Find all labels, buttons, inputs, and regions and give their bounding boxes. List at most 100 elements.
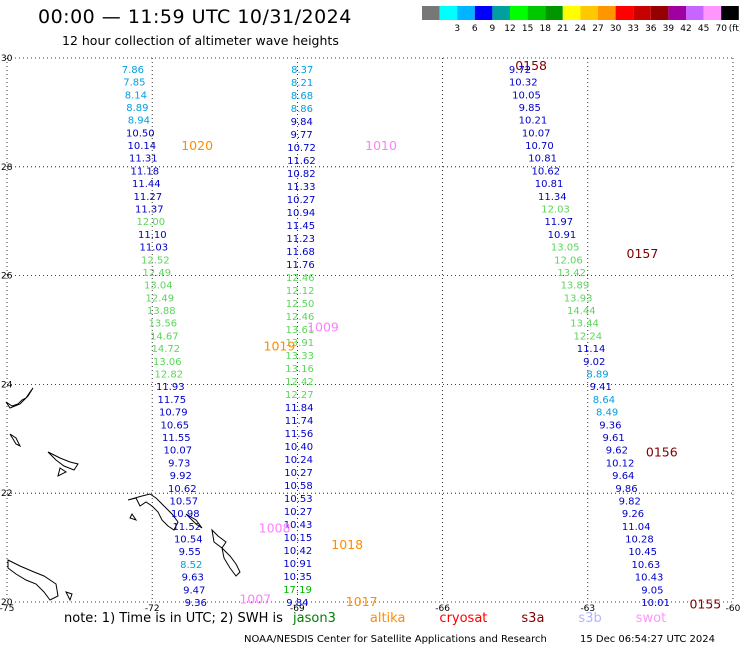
wave-height-value: 11.68 [286,247,315,258]
wave-height-value: 11.04 [622,522,651,533]
wave-height-value: 7.85 [123,78,145,89]
wave-height-value: 13.44 [570,319,599,330]
wave-height-value: 17.19 [283,585,312,596]
wave-height-value: 8.89 [586,370,608,381]
wave-height-value: 10.14 [128,141,157,152]
legend-label: 3 [454,24,460,34]
wave-height-value: 10.32 [509,78,538,89]
legend-label: 30 [610,24,622,34]
lat-tick-label: 20 [1,598,13,608]
wave-height-value: 9.92 [170,471,192,482]
legend-label: 15 [522,24,533,34]
wave-height-value: 10.57 [169,496,198,507]
wave-height-value: 10.79 [159,408,188,419]
wave-height-value: 12.27 [285,390,314,401]
lat-tick-label: 28 [1,163,13,173]
wave-height-value: 9.84 [291,117,313,128]
wave-height-value: 12.03 [541,205,570,216]
wave-height-value: 13.42 [557,268,586,279]
lon-tick-label: -63 [580,604,595,614]
wave-height-value: 10.98 [171,509,200,520]
legend-label: 12 [504,24,515,34]
legend-swatch [668,6,686,20]
legend-swatch [527,6,546,20]
wave-height-value: 10.45 [628,547,657,558]
title: 00:00 — 11:59 UTC 10/31/2024 [38,6,352,28]
wave-height-value: 8.68 [291,91,313,102]
lon-tick-label: -66 [435,604,450,614]
wave-height-value: 10.40 [284,442,313,453]
wave-height-value: 7.86 [122,65,144,76]
wave-height-value: 12.12 [286,286,315,297]
wave-height-value: 11.34 [538,192,567,203]
legend-swatch [422,6,440,20]
wave-height-value: 12.82 [154,370,183,381]
wave-height-value: 11.97 [544,217,573,228]
pass-id-label: 1008 [259,521,291,536]
pass-id-label: 1018 [331,537,363,552]
wave-height-value: 8.21 [291,78,313,89]
wave-height-value: 10.62 [168,484,197,495]
lat-tick-label: 22 [1,489,12,499]
wave-height-value: 13.61 [286,325,315,336]
wave-height-value: 10.81 [528,154,557,165]
wave-height-value: 10.27 [284,507,313,518]
wave-height-value: 9.84 [286,598,308,609]
pass-id-label: 0156 [646,444,678,459]
legend-swatch [510,6,528,20]
lat-tick-label: 30 [1,54,13,64]
wave-height-value: 11.14 [577,344,606,355]
wave-height-value: 11.84 [285,403,314,414]
pass-id-label: 1017 [346,594,378,609]
coastline [9,433,22,448]
wave-height-value: 10.05 [512,90,541,101]
coastline [57,467,67,477]
pass-id-label: 1020 [181,138,213,153]
legend-label: 18 [539,24,551,34]
wave-height-value: 9.64 [612,471,634,482]
wave-height-value: 11.33 [287,182,316,193]
legend-label: 21 [557,24,568,34]
wave-height-value: 10.70 [525,141,554,152]
wave-height-value: 8.14 [125,90,147,101]
wave-height-value: 10.82 [287,169,316,180]
lat-tick-label: 24 [1,380,13,390]
wave-height-value: 11.93 [156,382,185,393]
wave-height-value: 10.27 [284,468,313,479]
wave-height-value: 12.50 [286,299,315,310]
pass-id-label: 0155 [689,597,721,612]
wave-height-value: 11.62 [287,156,316,167]
wave-height-value: 9.72 [509,65,531,76]
wave-height-value: 8.52 [180,560,202,571]
satellite-legend-s3b: s3b [578,611,602,626]
wave-height-value: 10.50 [126,128,155,139]
legend-units: (ft) [729,24,740,34]
wave-height-value: 9.05 [641,585,663,596]
wave-height-value: 9.41 [590,382,612,393]
wave-height-value: 12.49 [145,293,174,304]
legend-label: 39 [663,24,675,34]
wave-height-value: 10.62 [532,166,561,177]
wave-height-value: 11.31 [129,154,158,165]
legend-swatch [650,6,669,20]
credit-text: NOAA/NESDIS Center for Satellite Applica… [244,634,547,645]
wave-height-value: 9.73 [168,458,190,469]
wave-height-value: 10.21 [519,116,548,127]
legend-swatch [686,6,704,20]
coastline [211,528,227,549]
wave-height-value: 12.49 [142,268,171,279]
wave-height-value: 11.18 [131,166,160,177]
footer-note: note: 1) Time is in UTC; 2) SWH is jason… [64,611,666,626]
wave-height-value: 9.63 [182,573,204,584]
wave-height-value: 9.36 [185,598,207,609]
wave-height-value: 11.45 [287,221,316,232]
wave-height-value: 13.06 [153,357,182,368]
legend-label: 70 [715,24,727,34]
pass-id-label: 1019 [264,338,296,353]
wave-height-value: 10.81 [535,179,564,190]
wave-height-value: 13.16 [285,364,314,375]
wave-height-value: 14.44 [567,306,596,317]
wave-height-value: 11.75 [157,395,186,406]
pass-id-label: 1007 [239,591,271,606]
